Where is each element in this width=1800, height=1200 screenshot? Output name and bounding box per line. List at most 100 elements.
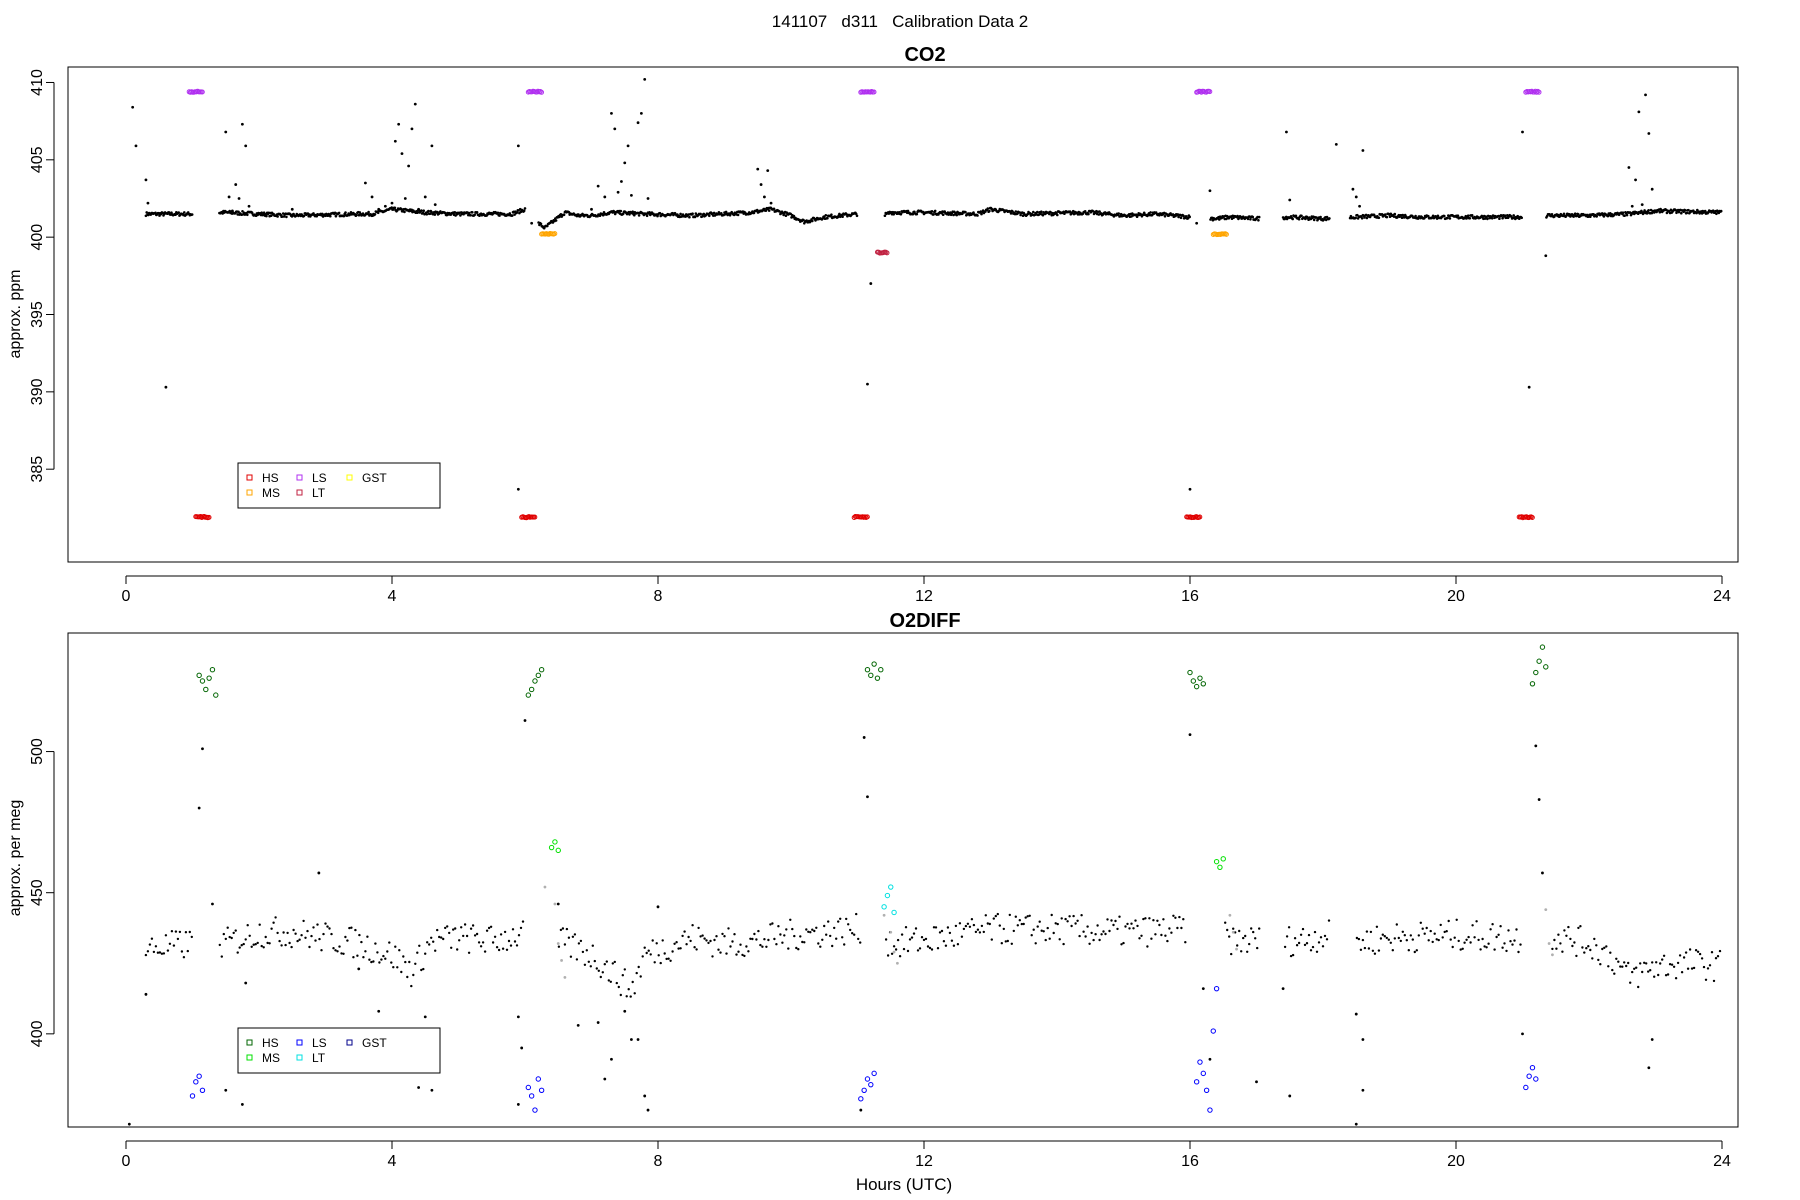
o2diff-sample-point (1639, 962, 1642, 965)
co2-sample-point (420, 209, 423, 212)
co2-sample-point (1188, 487, 1192, 491)
o2diff-sample-point (1152, 919, 1155, 922)
co2-sample-point (1621, 211, 1625, 214)
o2diff-sample-point (557, 945, 561, 948)
o2diff-sample-point (1174, 916, 1177, 919)
o2diff-sample-point (1288, 1094, 1292, 1098)
o2diff-sample-point (1291, 953, 1295, 957)
o2diff-sample-point (729, 945, 732, 948)
o2diff-sample-point (1230, 952, 1233, 956)
o2diff-sample-point (986, 922, 989, 925)
o2diff-sample-point (639, 975, 642, 978)
o2diff-sample-point (1696, 950, 1700, 953)
o2diff-sample-point (950, 939, 954, 942)
o2diff-sample-point (1615, 957, 1618, 960)
o2diff-sample-point (1168, 927, 1171, 930)
o2diff-sample-point (581, 950, 585, 954)
o2diff-cal-point-hs (1197, 675, 1203, 681)
o2diff-sample-point (306, 929, 309, 933)
co2-sample-point (1627, 166, 1631, 169)
o2diff-sample-point (1463, 941, 1466, 944)
o2diff-sample-point (1401, 930, 1405, 933)
o2diff-sample-point (1698, 952, 1702, 956)
o2diff-sample-point (1609, 951, 1612, 954)
o2diff-sample-point (350, 926, 353, 929)
co2-sample-point (237, 210, 240, 214)
o2diff-sample-point (859, 941, 862, 944)
o2diff-sample-point (503, 930, 507, 934)
co2-sample-point (1643, 209, 1646, 212)
o2diff-sample-point (230, 936, 233, 940)
co2-sample-point (759, 183, 763, 186)
o2diff-sample-point (1714, 957, 1718, 960)
o2diff-cal-point-ls (868, 1081, 874, 1088)
o2diff-sample-point (597, 969, 600, 972)
o2diff-sample-point (849, 928, 852, 932)
o2diff-sample-point (1236, 944, 1239, 947)
o2diff-sample-point (1232, 927, 1235, 930)
o2diff-sample-point (127, 1122, 131, 1126)
o2diff-sample-point (1164, 934, 1167, 937)
o2diff-sample-point (1004, 940, 1007, 943)
o2diff-legend: HS LS GST MS LT (237, 1027, 441, 1074)
o2diff-sample-point (288, 941, 291, 945)
o2diff-sample-point (1391, 949, 1395, 952)
o2diff-sample-point (296, 939, 299, 943)
co2-sample-point (1703, 209, 1707, 213)
o2diff-cal-point-ls (189, 1093, 196, 1099)
co2-sample-point (416, 211, 419, 214)
o2diff-sample-point (894, 948, 898, 951)
co2-legend: HS LS GST MS LT (237, 462, 441, 509)
co2-sample-point (869, 282, 873, 285)
o2diff-sample-point (1176, 926, 1179, 930)
co2-sample-point (636, 121, 640, 125)
co2-sample-point (1414, 214, 1417, 218)
o2diff-sample-point (1256, 946, 1259, 950)
o2diff-sample-point (1385, 936, 1389, 940)
o2diff-sample-point (1066, 920, 1069, 923)
o2diff-sample-point (1573, 941, 1576, 944)
o2diff-sample-point (627, 988, 630, 991)
o2diff-x-tick-label: 24 (1713, 1153, 1731, 1170)
o2diff-cal-point-ls (861, 1087, 867, 1094)
o2diff-sample-point (382, 954, 385, 958)
co2-sample-point (247, 204, 251, 208)
o2diff-sample-point (432, 940, 435, 943)
o2diff-sample-point (392, 966, 395, 969)
o2diff-sample-point (1016, 924, 1019, 927)
co2-sample-point (702, 212, 706, 216)
co2-sample-point (658, 211, 662, 215)
o2diff-sample-point (1150, 937, 1153, 940)
co2-sample-point (619, 209, 623, 213)
co2-sample-point (516, 487, 520, 491)
co2-sample-point (616, 190, 620, 194)
o2diff-sample-point (1301, 927, 1305, 931)
o2diff-sample-point (681, 934, 684, 938)
co2-sample-point (1257, 215, 1261, 219)
o2diff-sample-point (197, 806, 201, 810)
co2-y-tick-label: 405 (29, 146, 46, 173)
o2diff-sample-point (1240, 950, 1243, 953)
o2diff-sample-point (1367, 947, 1371, 950)
o2diff-sample-point (1637, 985, 1640, 989)
o2diff-sample-point (968, 925, 972, 928)
o2diff-legend-box (237, 1027, 441, 1074)
o2diff-sample-point (456, 948, 459, 951)
o2diff-sample-point (1012, 929, 1015, 933)
o2diff-sample-point (1690, 967, 1694, 970)
o2diff-sample-point (417, 1086, 420, 1089)
o2diff-sample-point (866, 795, 869, 799)
o2diff-sample-point (260, 944, 263, 948)
co2-sample-point (1645, 212, 1649, 215)
o2diff-sample-point (998, 924, 1001, 927)
o2diff-sample-point (691, 924, 694, 927)
co2-sample-point (407, 164, 411, 168)
co2-sample-point (471, 211, 474, 214)
o2diff-sample-point (1160, 933, 1163, 937)
co2-sample-point (428, 212, 432, 215)
co2-sample-point (986, 207, 990, 210)
o2diff-sample-point (1489, 928, 1492, 931)
o2diff-sample-point (1072, 914, 1075, 918)
co2-sample-point (1658, 210, 1662, 214)
co2-sample-point (646, 197, 650, 200)
